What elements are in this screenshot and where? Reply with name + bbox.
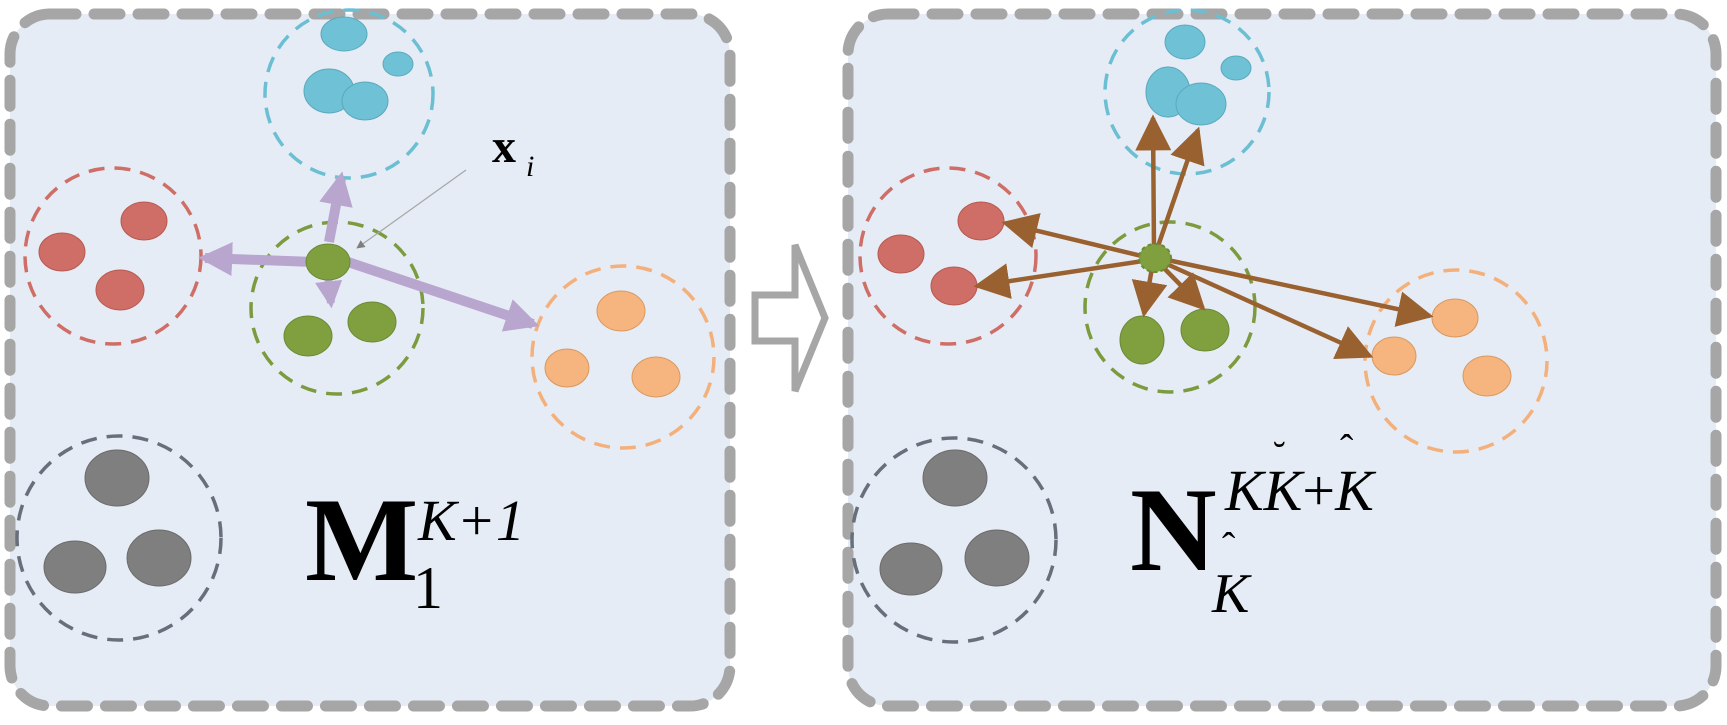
xi-pointer-line xyxy=(356,169,467,249)
m-subscript: 1 xyxy=(413,555,443,621)
m-superscript: K+1 xyxy=(417,488,525,553)
arrow-to-red xyxy=(198,242,315,276)
green-cluster xyxy=(1083,220,1257,394)
cyan-cluster xyxy=(263,8,435,180)
lavender-arrows xyxy=(198,171,540,332)
red-node xyxy=(120,201,168,241)
right-panel-label: N K ˆ KK+K ˘ ˆ xyxy=(1130,426,1377,625)
orange-node xyxy=(1431,298,1479,338)
orange-cluster-boundary xyxy=(530,264,716,450)
red-cluster-boundary xyxy=(858,166,1038,346)
cyan-node xyxy=(382,51,414,77)
cyan-node xyxy=(1164,24,1206,60)
xi-label-sub: i xyxy=(526,150,534,183)
gray-node xyxy=(964,529,1030,587)
arrow-to-cyan xyxy=(319,171,353,243)
n-superscript-plus: + xyxy=(1302,458,1335,523)
n-base: N xyxy=(1130,463,1217,596)
gray-node xyxy=(879,542,943,596)
gray-cluster-boundary xyxy=(850,436,1058,644)
cyan-node xyxy=(1220,55,1252,81)
arrow-to-orange-b xyxy=(1157,257,1374,360)
transition-arrow xyxy=(751,243,829,393)
red-node xyxy=(95,269,145,311)
cyan-node xyxy=(341,81,389,121)
arrow-to-orange-a xyxy=(1157,255,1434,327)
right-panel: N K ˆ KK+K ˘ ˆ xyxy=(842,8,1722,712)
red-node xyxy=(957,201,1005,241)
green-node xyxy=(1119,315,1165,365)
right-panel-frame xyxy=(842,8,1722,712)
cyan-node xyxy=(1175,82,1227,126)
orange-node xyxy=(1371,336,1417,376)
orange-node xyxy=(596,290,646,332)
gray-node xyxy=(126,529,192,587)
gray-node xyxy=(84,449,150,507)
n-superscript-tail: K xyxy=(1334,458,1377,523)
center-node xyxy=(1138,243,1172,273)
red-node xyxy=(930,266,978,306)
n-subscript: K xyxy=(1211,563,1252,625)
cyan-node xyxy=(320,16,368,52)
n-superscript-hat: ˆ xyxy=(1340,426,1354,471)
n-superscript: KK+K xyxy=(1224,458,1377,523)
green-node xyxy=(1180,308,1230,352)
gray-cluster xyxy=(15,434,223,642)
orange-cluster-boundary xyxy=(1363,268,1549,454)
orange-node xyxy=(544,348,590,388)
green-node xyxy=(283,315,333,357)
m-base: M xyxy=(305,473,418,606)
left-panel-label: M 1 K+1 xyxy=(305,473,525,621)
red-node xyxy=(877,234,925,274)
n-subscript-hat: ˆ xyxy=(1222,524,1236,569)
orange-cluster xyxy=(530,264,716,450)
gray-cluster-boundary xyxy=(15,434,223,642)
xi-node xyxy=(305,243,351,281)
green-node xyxy=(347,301,397,343)
arrow-to-green-b xyxy=(1156,260,1206,311)
arrow-to-red-a xyxy=(1001,213,1151,261)
gray-cluster xyxy=(850,436,1058,644)
brown-arrows xyxy=(973,114,1434,360)
arrow-to-red-b xyxy=(973,257,1151,299)
gray-node xyxy=(43,540,107,594)
orange-node xyxy=(1462,355,1512,397)
red-cluster xyxy=(858,166,1038,346)
arrow-to-orange xyxy=(346,257,540,332)
gray-node xyxy=(922,449,988,507)
arrow-to-green xyxy=(315,275,343,309)
n-superscript-breve: ˘ xyxy=(1273,435,1286,477)
arrow-to-cyan-a xyxy=(1135,114,1172,253)
cyan-cluster-boundary xyxy=(1103,8,1271,176)
orange-node xyxy=(631,356,681,398)
red-node xyxy=(38,232,86,272)
arrow-to-cyan-b xyxy=(1153,126,1205,253)
green-cluster-boundary xyxy=(1083,220,1257,394)
cyan-cluster xyxy=(1103,8,1271,176)
